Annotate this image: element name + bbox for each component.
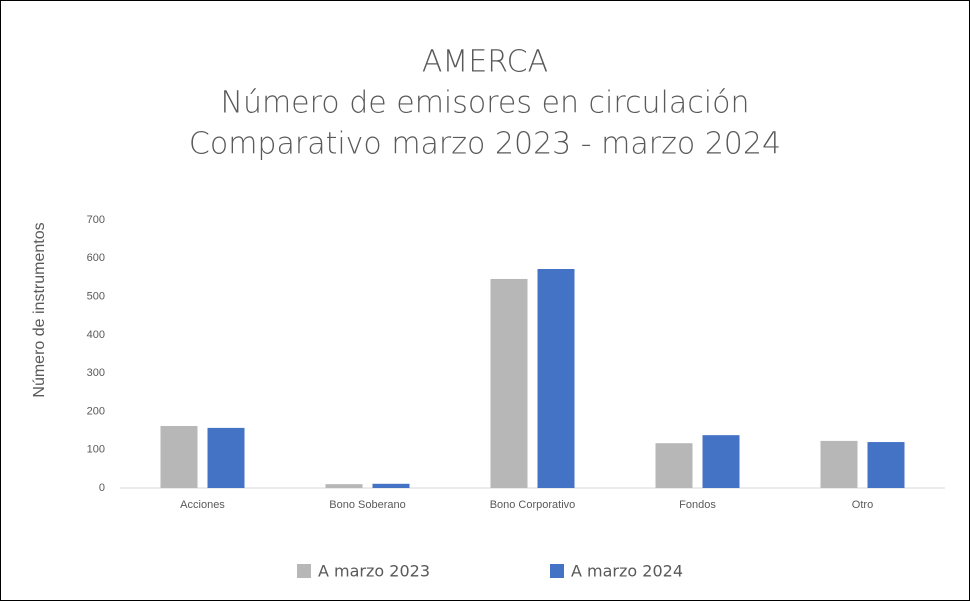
y-tick-label: 500 <box>87 290 105 302</box>
bar <box>160 425 198 488</box>
y-tick-label: 400 <box>87 329 105 341</box>
legend-label: A marzo 2023 <box>318 562 430 581</box>
y-tick-label: 0 <box>99 482 105 494</box>
y-tick-label: 300 <box>87 367 105 379</box>
bar <box>490 278 528 488</box>
x-tick-label: Acciones <box>180 499 225 511</box>
x-tick-label: Bono Soberano <box>329 499 405 511</box>
bar <box>325 484 363 488</box>
bar <box>372 483 410 488</box>
y-tick-label: 200 <box>87 405 105 417</box>
y-tick-label: 700 <box>87 214 105 226</box>
chart-title: Número de emisores en circulación <box>221 86 750 121</box>
legend-swatch <box>297 564 311 578</box>
chart-title: Comparativo marzo 2023 - marzo 2024 <box>189 127 781 162</box>
y-axis-label: Número de instrumentos <box>31 222 48 397</box>
x-tick-label: Bono Corporativo <box>490 499 576 511</box>
x-tick-label: Otro <box>852 499 873 511</box>
bar <box>655 443 693 488</box>
chart-title: AMERCA <box>422 45 548 80</box>
bar <box>867 442 905 488</box>
bar <box>537 269 575 488</box>
bar <box>207 427 245 488</box>
y-tick-label: 100 <box>87 444 105 456</box>
y-tick-label: 600 <box>87 252 105 264</box>
x-tick-label: Fondos <box>679 499 716 511</box>
legend-label: A marzo 2024 <box>571 562 683 581</box>
bar <box>702 435 740 488</box>
bar <box>820 440 858 488</box>
legend-swatch <box>550 564 564 578</box>
